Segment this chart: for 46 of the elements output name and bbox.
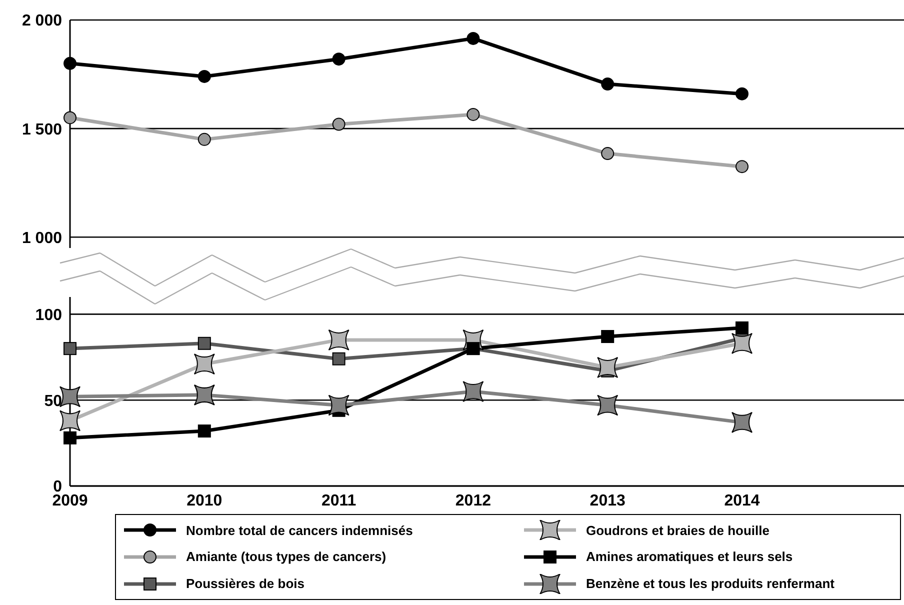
- legend-label: Nombre total de cancers indemnisés: [186, 522, 413, 538]
- y-tick-label: 100: [35, 306, 62, 324]
- x-tick-label: 2013: [590, 492, 626, 510]
- x-tick-label: 2014: [724, 492, 760, 510]
- y-tick-label: 2 000: [22, 12, 62, 30]
- y-tick-label: 50: [44, 392, 62, 410]
- x-tick-label: 2009: [52, 492, 88, 510]
- point: [736, 87, 748, 100]
- point: [64, 56, 76, 70]
- point: [60, 386, 80, 408]
- point: [736, 160, 748, 174]
- point: [601, 147, 614, 160]
- legend-label: Amiante (tous types de cancers): [186, 549, 386, 564]
- point: [732, 412, 752, 433]
- point: [60, 410, 80, 432]
- point: [198, 132, 211, 146]
- point: [64, 111, 76, 124]
- point: [332, 52, 346, 66]
- y-tick-label: 1 500: [22, 121, 62, 138]
- point: [328, 394, 350, 416]
- point: [462, 381, 484, 402]
- point: [466, 32, 480, 45]
- point: [332, 118, 346, 131]
- legend-label: Poussières de bois: [186, 576, 304, 592]
- point: [601, 330, 614, 344]
- point: [736, 321, 748, 334]
- point: [64, 431, 76, 444]
- point: [64, 342, 76, 356]
- point: [194, 354, 215, 375]
- legend-label: Benzène et tous les produits renfermant: [586, 576, 834, 592]
- y-tick-label: 1 000: [22, 230, 62, 247]
- legend-label: Goudrons et braies de houille: [586, 522, 770, 538]
- point: [198, 336, 211, 350]
- point: [466, 108, 480, 121]
- x-tick-label: 2011: [321, 492, 356, 510]
- x-tick-label: 2010: [186, 492, 222, 510]
- point: [198, 424, 211, 438]
- legend-label: Amines aromatiques et leurs sels: [586, 549, 793, 564]
- x-tick-label: 2012: [455, 492, 492, 510]
- point: [732, 332, 752, 354]
- point: [194, 384, 215, 406]
- point: [198, 70, 211, 83]
- point: [597, 394, 618, 416]
- point: [601, 78, 614, 91]
- point: [328, 329, 350, 350]
- point: [332, 352, 346, 366]
